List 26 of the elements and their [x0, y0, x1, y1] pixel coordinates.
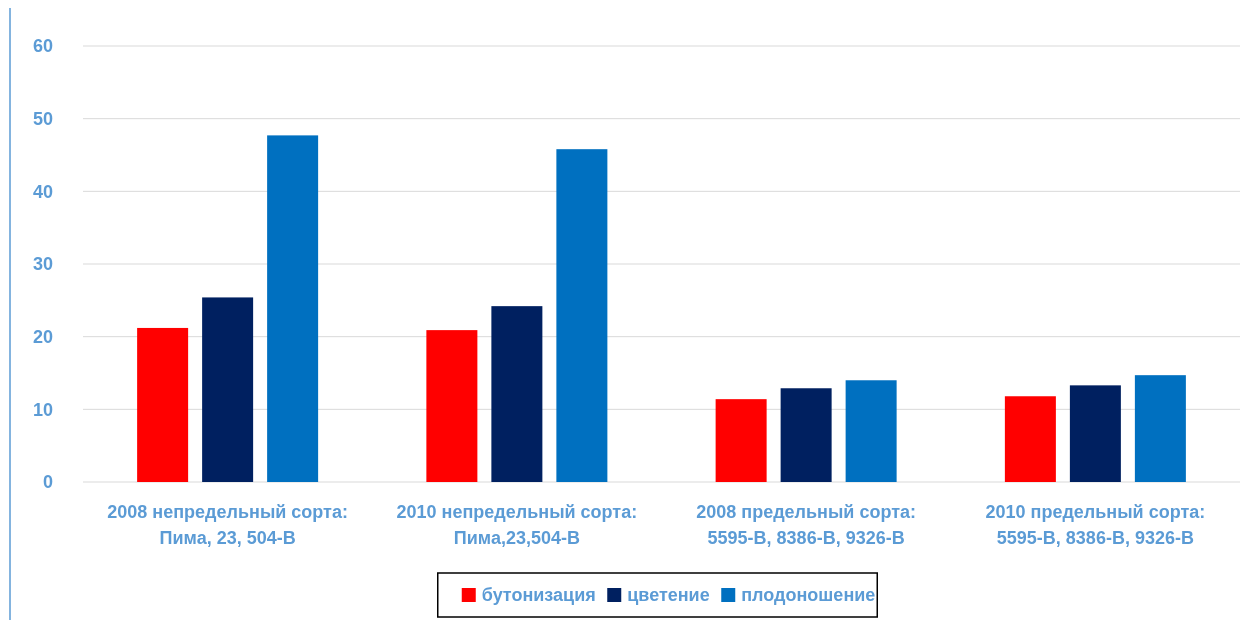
legend-label: бутонизация — [481, 585, 596, 606]
bar — [137, 327, 189, 482]
y-tick-label: 10 — [32, 399, 53, 420]
bar — [1004, 396, 1056, 482]
y-tick-label: 40 — [32, 181, 53, 202]
legend-label: цветение — [627, 585, 710, 606]
bar — [1134, 375, 1186, 482]
bar — [267, 135, 319, 482]
x-tick-label: 2010 непредельный сорта: Пима,23,504-В — [396, 502, 638, 548]
y-tick-label: 60 — [32, 36, 53, 57]
y-tick-label: 30 — [32, 254, 53, 275]
bar — [426, 330, 478, 482]
x-tick-label: 2008 предельный сорта: 5595-В, 8386-В, 9326-В — [696, 502, 917, 548]
bar — [1069, 385, 1121, 482]
bar — [202, 297, 254, 482]
bar — [491, 306, 543, 482]
legend-label: плодоношение — [741, 585, 876, 606]
y-tick-label: 0 — [42, 472, 53, 493]
y-tick-label: 50 — [32, 108, 53, 129]
x-tick-label: 2010 предельный сорта: 5595-В, 8386-В, 9326-В — [985, 502, 1206, 548]
x-tick-label: 2008 непредельный сорта: Пима, 23, 504-В — [107, 502, 348, 548]
bar — [845, 380, 897, 482]
bar — [715, 399, 767, 482]
bar — [780, 388, 832, 482]
y-tick-label: 20 — [32, 326, 53, 347]
bar — [556, 149, 608, 482]
